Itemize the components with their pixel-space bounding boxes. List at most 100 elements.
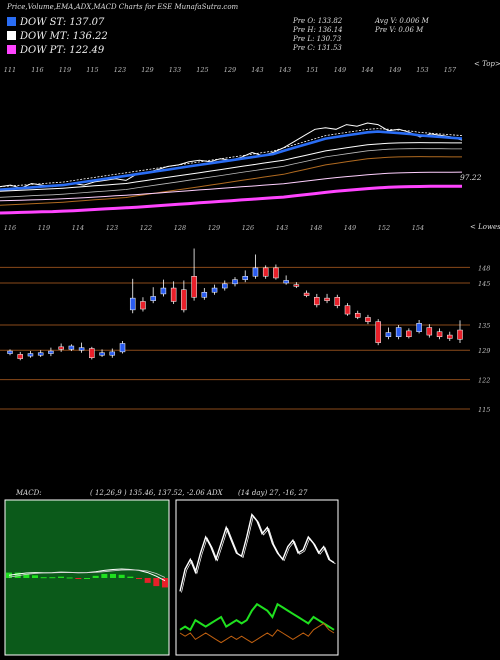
ema-bottom-tick: 128 xyxy=(174,224,186,232)
macd-histogram-bar xyxy=(127,576,134,578)
candle-body xyxy=(211,287,218,293)
macd-histogram-bar xyxy=(58,576,64,578)
legend-swatch-pt xyxy=(7,45,16,54)
ema-bottom-tick: 126 xyxy=(242,224,254,232)
candle-body xyxy=(262,267,269,277)
ema-bottom-tick: 129 xyxy=(208,224,220,232)
candle-body xyxy=(129,297,136,311)
candle-body xyxy=(283,280,289,284)
adx-series-line xyxy=(179,602,335,632)
ema-bottom-tick: 116 xyxy=(4,224,16,232)
ema-top-tick: 125 xyxy=(196,66,208,74)
candle-body xyxy=(232,279,238,285)
macd-histogram-bar xyxy=(144,578,151,583)
candle-panel-top-label: < Lowes xyxy=(470,223,500,231)
macd-panel-frame xyxy=(4,499,170,656)
legend-dow-st: DOW ST: 137.07 xyxy=(7,17,104,28)
candle-body xyxy=(242,276,248,280)
ema-bottom-tick: 152 xyxy=(378,224,390,232)
price-tick-label: 122 xyxy=(478,377,490,385)
candle-body xyxy=(68,345,75,350)
macd-histogram-bar xyxy=(75,578,82,579)
ema-bottom-tick: 123 xyxy=(106,224,118,232)
legend-dow-st-label: DOW ST: 137.07 xyxy=(20,17,105,28)
ema-top-tick: 115 xyxy=(86,66,98,74)
candle-body xyxy=(273,267,279,279)
adx-values: (14 day) 27, -16, 27 xyxy=(238,489,308,497)
info-pre-close: Pre C: 131.53 xyxy=(293,44,342,52)
candle-body xyxy=(78,347,85,351)
ema-long-line xyxy=(0,184,462,215)
candle-body xyxy=(7,350,13,354)
adx-series-line xyxy=(179,513,335,592)
price-tick-label: 148 xyxy=(478,264,490,272)
price-tick-label: 145 xyxy=(478,280,490,288)
candle-body xyxy=(48,350,54,354)
ema-bottom-tick: 119 xyxy=(38,224,50,232)
candle-body xyxy=(303,292,310,296)
legend-swatch-st xyxy=(7,17,16,26)
candle-body xyxy=(181,289,187,311)
ema-top-tick: 144 xyxy=(361,66,373,74)
candle-body xyxy=(160,287,167,295)
ema-top-tick: 129 xyxy=(224,66,236,74)
candle-body xyxy=(140,301,146,310)
macd-signal-line xyxy=(8,569,166,578)
ema-top-tick: 143 xyxy=(251,66,263,74)
ema-bottom-tick: 114 xyxy=(72,224,84,232)
candle-body xyxy=(344,305,351,315)
candle-body xyxy=(436,331,443,338)
ema-top-tick: 129 xyxy=(141,66,153,74)
candle-body xyxy=(334,297,341,306)
ema-panel-top-label: < Top> xyxy=(474,60,500,68)
macd-histogram-bar xyxy=(32,575,38,578)
adx-series-line xyxy=(179,622,335,644)
info-avg-volume: Avg V: 0.006 M xyxy=(375,17,429,25)
info-pre-open: Pre O: 133.82 xyxy=(293,17,343,25)
candle-body xyxy=(314,297,320,306)
legend-dow-pt: DOW PT: 122.49 xyxy=(7,45,104,56)
candle-body xyxy=(457,329,463,340)
macd-histogram-bar xyxy=(40,577,47,579)
ema-bottom-tick: 149 xyxy=(344,224,356,232)
candle-body xyxy=(109,351,116,356)
candle-body xyxy=(222,283,228,289)
candle-body xyxy=(426,327,433,336)
legend-dow-pt-label: DOW PT: 122.49 xyxy=(20,45,105,56)
candle-body xyxy=(406,330,412,338)
ema-series-line xyxy=(0,156,462,206)
price-tick-label: 115 xyxy=(478,406,490,414)
macd-values: ( 12,26,9 ) 135.46, 137.52, -2.06 ADX xyxy=(90,489,223,497)
ema-top-tick: 133 xyxy=(169,66,181,74)
candle-body xyxy=(447,334,453,339)
candle-body xyxy=(293,284,300,287)
ema-top-tick: 111 xyxy=(4,66,16,74)
candle-body xyxy=(17,354,23,359)
ema-top-tick: 153 xyxy=(416,66,428,74)
ema-last-price-label: 97.22 xyxy=(460,173,482,182)
ema-top-tick: 149 xyxy=(389,66,401,74)
candle-body xyxy=(150,296,156,301)
macd-histogram-bar xyxy=(14,572,21,578)
candle-body xyxy=(170,287,177,302)
candle-body xyxy=(365,317,371,322)
macd-histogram-bar xyxy=(84,578,90,579)
legend-dow-mt: DOW MT: 136.22 xyxy=(7,31,108,42)
info-pre-volume: Pre V: 0.06 M xyxy=(375,26,424,34)
legend-swatch-mt xyxy=(7,31,16,40)
info-pre-low: Pre L: 130.73 xyxy=(293,35,342,43)
candle-body xyxy=(58,346,64,350)
candle-body xyxy=(385,332,392,338)
macd-histogram-bar xyxy=(66,577,73,579)
candle-body xyxy=(27,353,34,357)
candle-body xyxy=(99,352,105,356)
adx-series-line xyxy=(181,515,336,593)
info-pre-high: Pre H: 136.14 xyxy=(293,26,343,34)
macd-histogram-bar xyxy=(92,575,99,578)
candle-body xyxy=(119,343,126,353)
candle-body xyxy=(89,348,95,359)
macd-histogram-bar xyxy=(162,578,168,588)
ema-top-tick: 123 xyxy=(114,66,126,74)
ema-top-tick: 149 xyxy=(334,66,346,74)
